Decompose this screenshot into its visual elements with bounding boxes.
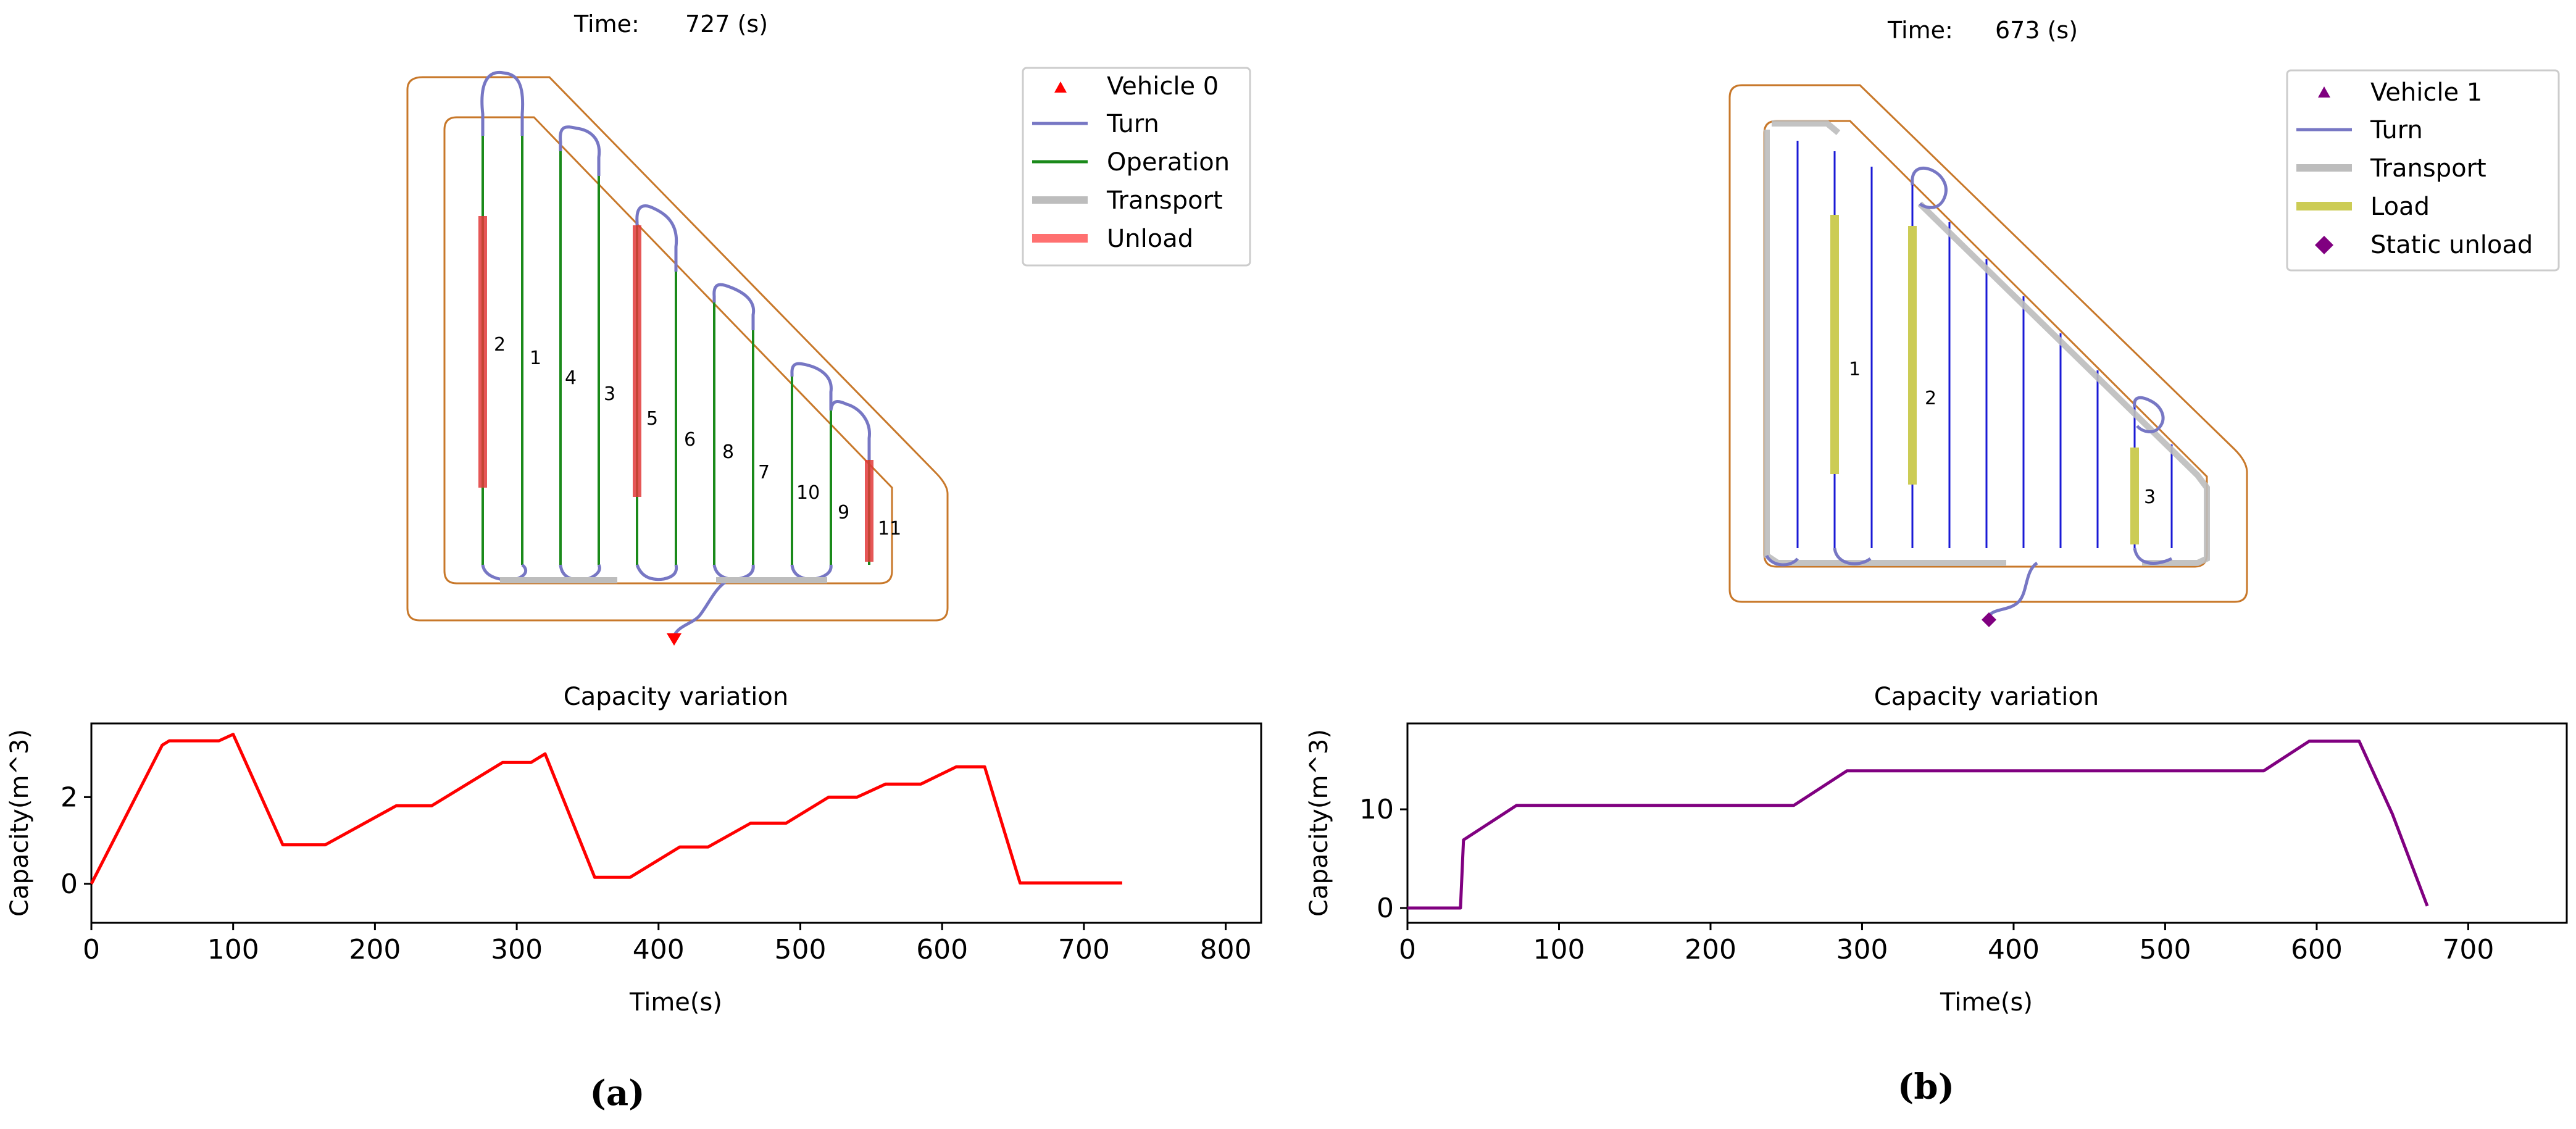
turn-paths-b (1765, 167, 2173, 617)
y-axis-a: 02 (60, 781, 91, 900)
x-axis-a: 0 100 200 300 400 500 600 700 800 (83, 923, 1252, 965)
legend-a-label: Unload (1107, 225, 1193, 253)
x-tick-label: 600 (2291, 934, 2343, 965)
track-label: 2 (494, 334, 506, 356)
x-tick-label: 700 (2442, 934, 2494, 965)
load-segments-b (1830, 215, 2139, 544)
x-tick-label: 300 (491, 934, 543, 965)
time-label-a: Time: (573, 10, 640, 38)
track-labels-a: 2 1 4 3 5 6 8 7 10 9 11 (494, 334, 901, 540)
field-boundary-inner-a (443, 116, 893, 585)
chart-title-a: Capacity variation (564, 683, 788, 711)
x-tick-label: 200 (349, 934, 401, 965)
legend-b-label: Static unload (2370, 231, 2533, 259)
capacity-chart-b: Capacity variation 0 100 200 300 400 500 600 70… (1305, 683, 2568, 1017)
y-axis-label-b: Capacity(m^3) (1305, 729, 1333, 917)
track-label: 7 (758, 462, 770, 483)
legend-b-label: Load (2370, 193, 2430, 221)
track-label: 8 (722, 441, 734, 463)
x-axis-b: 0 100 200 300 400 500 600 700 (1399, 923, 2494, 965)
legend-b-label: Transport (2370, 154, 2486, 183)
track-label: 6 (684, 429, 696, 451)
x-axis-label-b: Time(s) (1940, 988, 2033, 1017)
plot-frame-b (1406, 722, 2568, 924)
y-axis-label-a: Capacity(m^3) (6, 729, 34, 917)
x-tick-label: 600 (916, 934, 968, 965)
caption-b: (b) (1898, 1067, 1954, 1107)
plot-frame-a (90, 722, 1262, 924)
x-tick-label: 500 (774, 934, 826, 965)
triangle-icon (1054, 81, 1067, 93)
legend-a-label: Turn (1106, 110, 1159, 138)
x-tick-label: 800 (1200, 934, 1252, 965)
track-label: 4 (565, 367, 577, 389)
track-label: 1 (530, 348, 541, 369)
track-label: 10 (796, 482, 820, 504)
vehicle-0-marker (667, 633, 682, 646)
transport-segments-b (1764, 120, 2210, 566)
legend-b: Vehicle 1 Turn Transport Load Static unl… (2286, 69, 2560, 272)
y-tick-label: 2 (60, 781, 78, 813)
time-value-b: 673 (s) (1995, 17, 2078, 44)
x-tick-label: 0 (83, 934, 100, 965)
track-label: 1 (1849, 359, 1861, 380)
legend-box-b (2286, 69, 2560, 272)
legend-a-item-vehicle: Vehicle 0 (1054, 72, 1219, 101)
legend-a-item-unload: Unload (1032, 225, 1193, 253)
track-label: 3 (604, 383, 615, 405)
track-label: 5 (646, 408, 658, 430)
chart-title-b: Capacity variation (1874, 683, 2099, 711)
field-boundary-outer-b (1728, 84, 2248, 603)
legend-a-label: Transport (1106, 186, 1223, 215)
x-tick-label: 700 (1058, 934, 1110, 965)
y-tick-label: 10 (1359, 794, 1394, 825)
x-tick-label: 400 (633, 934, 685, 965)
legend-b-item-static-unload: Static unload (2315, 231, 2533, 259)
x-tick-label: 100 (207, 934, 259, 965)
triangle-icon (2318, 86, 2330, 98)
legend-a-item-turn: Turn (1032, 110, 1159, 138)
capacity-series-line-b (1407, 739, 2429, 910)
x-tick-label: 500 (2139, 934, 2191, 965)
legend-box-a (1022, 67, 1251, 267)
legend-b-item-turn: Turn (2296, 116, 2423, 144)
legend-b-item-vehicle: Vehicle 1 (2318, 78, 2482, 107)
y-tick-label: 0 (1377, 893, 1394, 924)
legend-a: Vehicle 0 Turn Operation Transport Unloa… (1022, 67, 1251, 267)
caption-a: (a) (590, 1073, 644, 1114)
legend-a-item-transport: Transport (1032, 186, 1223, 215)
field-map-b: Time: 673 (s) (1728, 17, 2248, 627)
track-labels-b: 1 2 3 (1849, 359, 2156, 508)
x-tick-label: 0 (1399, 934, 1416, 965)
capacity-series-line-a (90, 733, 1122, 885)
field-boundary-outer-a (406, 76, 949, 622)
unload-segments-a (478, 216, 873, 562)
legend-b-label: Vehicle 1 (2370, 78, 2482, 107)
track-label: 3 (2144, 486, 2156, 508)
x-tick-label: 200 (1685, 934, 1736, 965)
diamond-icon (2315, 236, 2333, 254)
legend-a-label: Vehicle 0 (1107, 72, 1219, 101)
vehicle-1-marker (1982, 612, 1996, 627)
x-tick-label: 100 (1533, 934, 1585, 965)
y-tick-label: 0 (60, 869, 78, 900)
track-label: 11 (878, 518, 901, 540)
time-value-a: 727 (s) (685, 10, 768, 38)
legend-b-item-load: Load (2296, 193, 2430, 221)
legend-b-item-transport: Transport (2296, 154, 2486, 183)
x-axis-label-a: Time(s) (629, 988, 722, 1017)
field-map-a: Time: 727 (s) (406, 10, 949, 646)
y-axis-b: 0 10 (1359, 794, 1407, 924)
legend-a-label: Operation (1107, 148, 1230, 177)
legend-b-label: Turn (2370, 116, 2423, 144)
track-label: 9 (838, 502, 849, 523)
track-label: 2 (1925, 388, 1936, 409)
time-label-b: Time: (1887, 17, 1953, 44)
work-tracks-b (1796, 141, 2173, 548)
capacity-chart-a: Capacity variation 0 100 200 300 400 500 600 70… (6, 683, 1262, 1017)
legend-a-item-operation: Operation (1032, 148, 1230, 177)
x-tick-label: 400 (1988, 934, 2040, 965)
x-tick-label: 300 (1836, 934, 1888, 965)
